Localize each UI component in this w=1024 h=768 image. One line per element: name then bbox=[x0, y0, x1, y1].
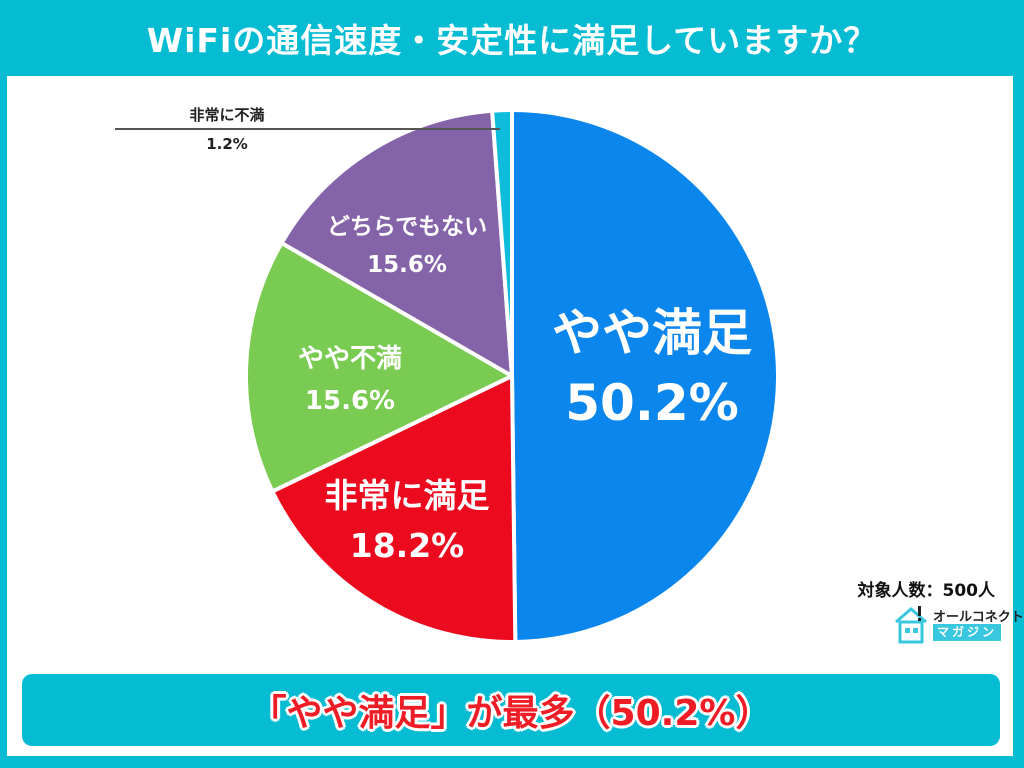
label-pct: 18.2% bbox=[349, 526, 465, 565]
label-somewhat-satisfied: やや満足 50.2% bbox=[522, 298, 782, 438]
slice-very-satisfied bbox=[270, 374, 518, 644]
sample-size: 対象人数：500人 bbox=[857, 581, 996, 601]
logo-text-top: オールコネクト bbox=[933, 610, 1024, 625]
slice-neither bbox=[279, 108, 514, 378]
label-pct: 15.6% bbox=[304, 386, 396, 416]
summary-banner: 「やや満足」が最多（50.2%） bbox=[22, 674, 1000, 746]
label-very-satisfied: 非常に満足 18.2% bbox=[297, 471, 517, 571]
label-pct: 50.2% bbox=[565, 374, 739, 432]
label-pct: 15.6% bbox=[367, 252, 447, 278]
logo-text-bottom: マガジン bbox=[933, 624, 1001, 641]
slice-somewhat-satisfied bbox=[510, 108, 780, 644]
label-name: 非常に不満 bbox=[189, 106, 265, 124]
label-somewhat-dissatisfied: やや不満 15.6% bbox=[275, 338, 425, 422]
label-name: やや満足 bbox=[552, 304, 752, 362]
label-neither: どちらでもない 15.6% bbox=[307, 208, 507, 284]
label-name: やや不満 bbox=[297, 344, 402, 374]
slice-somewhat-dissatisfied bbox=[244, 241, 514, 494]
label-name: 非常に満足 bbox=[324, 476, 490, 515]
summary-text: 「やや満足」が最多（50.2%） bbox=[250, 693, 772, 734]
brand-logo: オールコネクト マガジン bbox=[893, 604, 1024, 648]
slice-very-dissatisfied bbox=[490, 108, 514, 378]
label-pct: 1.2% bbox=[206, 135, 248, 153]
leader-line bbox=[115, 128, 500, 130]
chart-panel: 非常に不満 1.2% やや満足 50.2% 非常に満足 18.2% やや不満 1… bbox=[7, 76, 1024, 756]
label-very-dissatisfied: 非常に不満 1.2% bbox=[157, 104, 297, 153]
pie-chart bbox=[244, 108, 780, 644]
chart-title: WiFiの通信速度・安定性に満足していますか？ bbox=[146, 21, 878, 60]
label-name: どちらでもない bbox=[326, 214, 488, 240]
house-icon bbox=[895, 606, 927, 644]
